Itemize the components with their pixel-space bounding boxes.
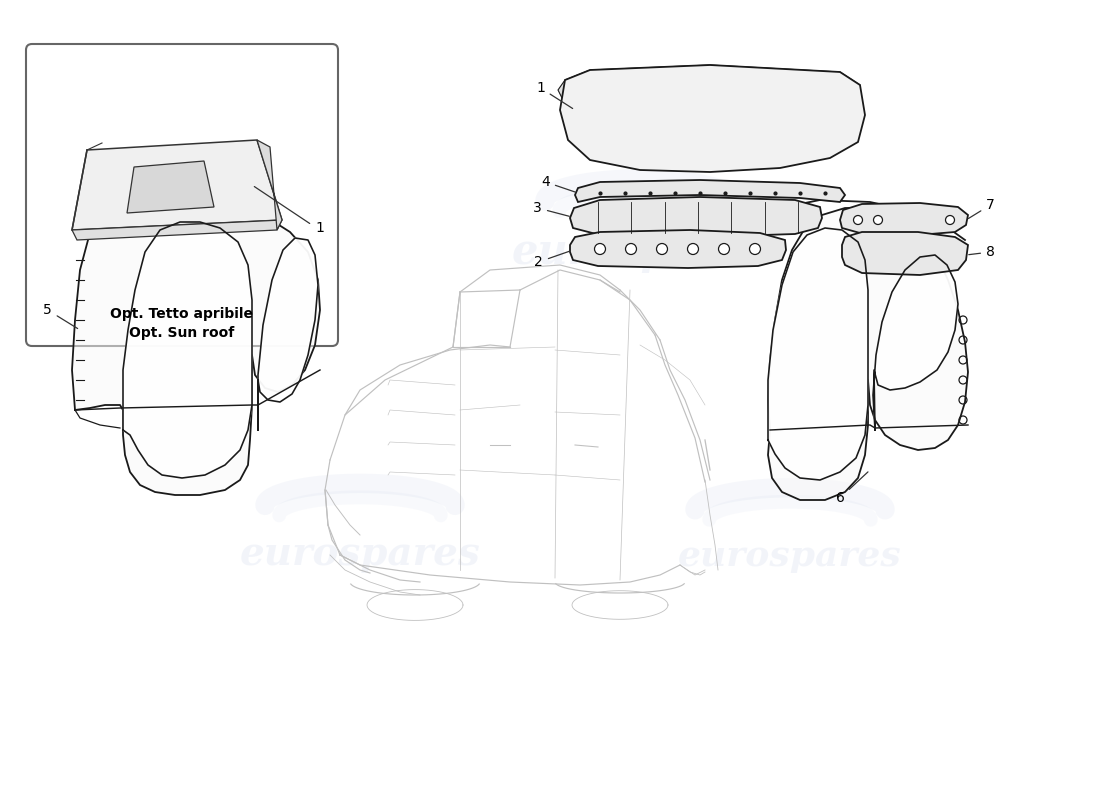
Circle shape bbox=[873, 215, 882, 225]
Circle shape bbox=[657, 243, 668, 254]
Text: eurospares: eurospares bbox=[240, 535, 481, 573]
Text: 6: 6 bbox=[836, 472, 868, 505]
Text: 3: 3 bbox=[534, 201, 570, 216]
Text: 1: 1 bbox=[315, 221, 323, 235]
Text: 1: 1 bbox=[536, 81, 573, 109]
Circle shape bbox=[749, 243, 760, 254]
Text: 7: 7 bbox=[968, 198, 994, 218]
Text: 2: 2 bbox=[535, 251, 571, 269]
Polygon shape bbox=[842, 232, 968, 275]
Polygon shape bbox=[768, 208, 968, 500]
Polygon shape bbox=[258, 238, 318, 430]
Polygon shape bbox=[570, 230, 786, 268]
Text: Opt. Tetto apribile: Opt. Tetto apribile bbox=[110, 307, 253, 321]
Polygon shape bbox=[126, 161, 214, 213]
Polygon shape bbox=[72, 202, 320, 495]
Circle shape bbox=[946, 215, 955, 225]
Circle shape bbox=[718, 243, 729, 254]
Circle shape bbox=[854, 215, 862, 225]
Text: Opt. Sun roof: Opt. Sun roof bbox=[130, 326, 234, 340]
Polygon shape bbox=[768, 228, 868, 480]
Text: eurospares: eurospares bbox=[65, 266, 306, 303]
Text: 4: 4 bbox=[541, 175, 575, 192]
Polygon shape bbox=[575, 180, 845, 202]
Polygon shape bbox=[840, 203, 968, 235]
Polygon shape bbox=[257, 140, 282, 230]
Polygon shape bbox=[873, 255, 958, 430]
Polygon shape bbox=[72, 140, 282, 230]
Polygon shape bbox=[570, 197, 822, 237]
Polygon shape bbox=[558, 65, 860, 98]
Polygon shape bbox=[72, 220, 282, 240]
Polygon shape bbox=[560, 65, 865, 172]
Circle shape bbox=[688, 243, 698, 254]
Text: eurospares: eurospares bbox=[512, 231, 769, 273]
Text: eurospares: eurospares bbox=[678, 539, 902, 574]
Circle shape bbox=[594, 243, 605, 254]
Text: 8: 8 bbox=[969, 245, 994, 259]
Polygon shape bbox=[123, 222, 252, 478]
Circle shape bbox=[626, 243, 637, 254]
Text: 5: 5 bbox=[43, 303, 78, 329]
FancyBboxPatch shape bbox=[26, 44, 338, 346]
